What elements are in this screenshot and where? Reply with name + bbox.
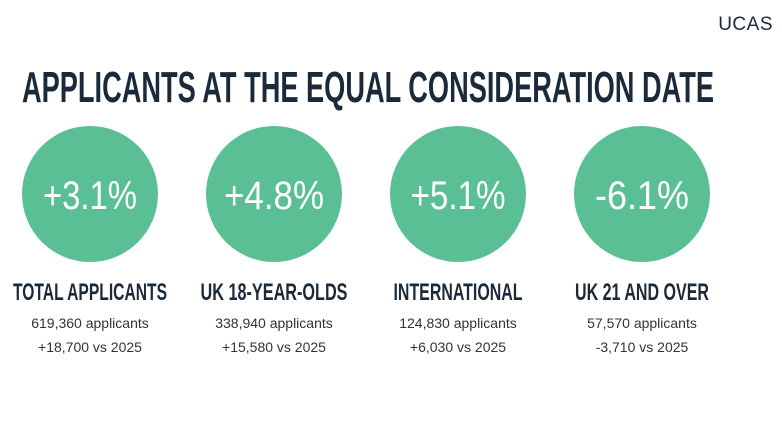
stat-change: -3,710 vs 2025 (596, 339, 689, 355)
stat-applicants: 57,570 applicants (587, 315, 697, 331)
stat-label: INTERNATIONAL (394, 279, 523, 306)
stat-value: +5.1% (411, 174, 506, 218)
stat-change: +18,700 vs 2025 (38, 339, 142, 355)
stat-value: +4.8% (224, 174, 324, 218)
stat-circle (390, 126, 526, 262)
stat-applicants: 338,940 applicants (215, 315, 333, 331)
stat-value: +3.1% (43, 174, 137, 218)
stat-applicants: 619,360 applicants (31, 315, 149, 331)
stat-circle (22, 126, 158, 262)
stat-applicants: 124,830 applicants (399, 315, 517, 331)
title: APPLICANTS AT THE EQUAL CONSIDERATION DA… (22, 63, 714, 112)
stat-label: UK 21 AND OVER (575, 279, 709, 306)
stat-circle (574, 126, 710, 262)
stat-value: -6.1% (595, 174, 689, 218)
stat-change: +6,030 vs 2025 (410, 339, 506, 355)
stat-label: TOTAL APPLICANTS (13, 279, 167, 306)
logo: UCAS (718, 14, 773, 35)
stat-label: UK 18-YEAR-OLDS (201, 279, 348, 306)
stat-change: +15,580 vs 2025 (222, 339, 326, 355)
stat-circle (206, 126, 342, 262)
